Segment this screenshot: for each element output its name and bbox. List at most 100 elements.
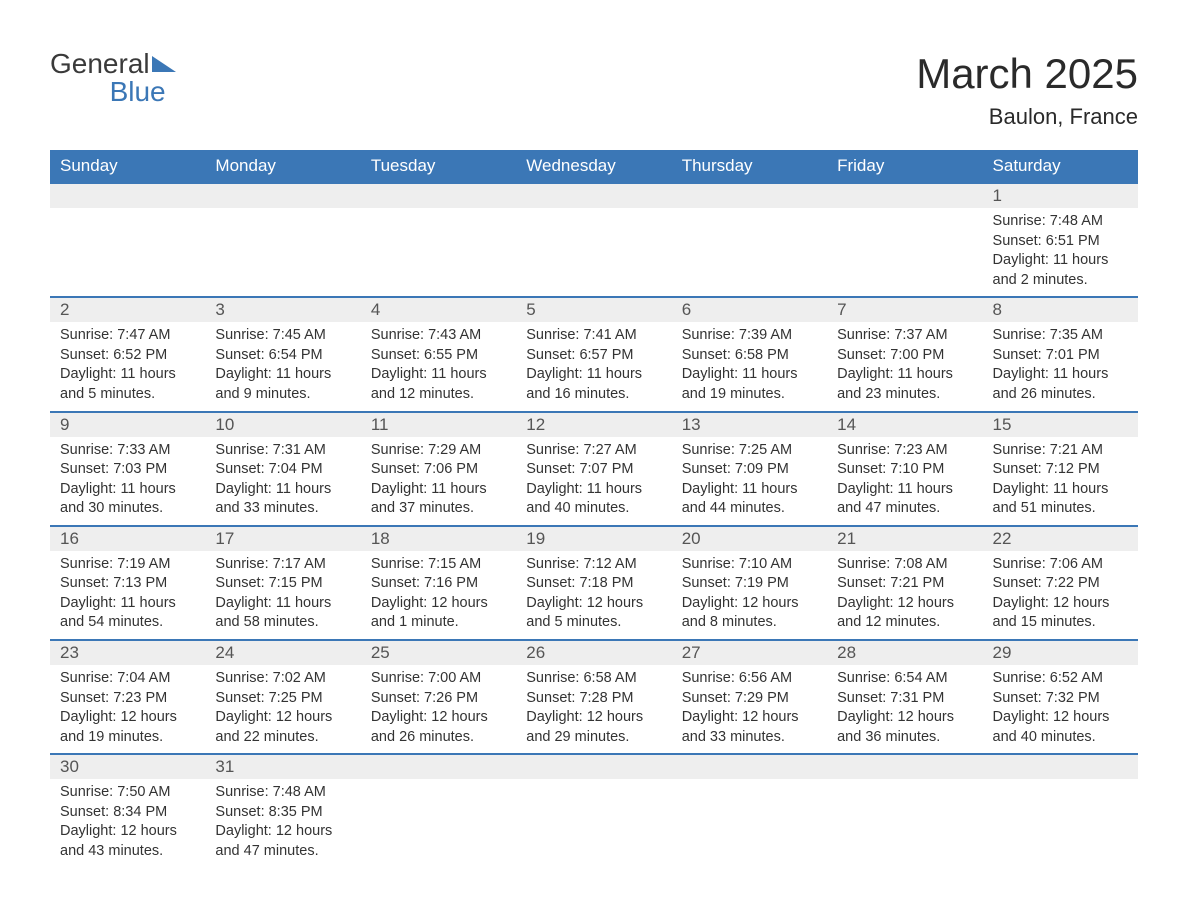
calendar-week: 23Sunrise: 7:04 AMSunset: 7:23 PMDayligh… [50,640,1138,754]
day-d1: Daylight: 12 hours [993,708,1128,728]
calendar-cell [827,183,982,297]
day-number: 13 [672,413,827,437]
calendar-cell: 13Sunrise: 7:25 AMSunset: 7:09 PMDayligh… [672,412,827,526]
day-d1: Daylight: 11 hours [837,480,972,500]
day-d1: Daylight: 11 hours [60,480,195,500]
day-d1: Daylight: 11 hours [682,480,817,500]
day-d2: and 5 minutes. [60,385,195,405]
day-data: Sunrise: 7:50 AMSunset: 8:34 PMDaylight:… [50,779,205,867]
day-ss: Sunset: 7:29 PM [682,689,817,709]
calendar-cell [361,754,516,867]
day-d2: and 26 minutes. [993,385,1128,405]
calendar-cell [205,183,360,297]
day-d1: Daylight: 11 hours [993,251,1128,271]
calendar-cell: 14Sunrise: 7:23 AMSunset: 7:10 PMDayligh… [827,412,982,526]
day-ss: Sunset: 7:10 PM [837,460,972,480]
day-data-empty [516,208,671,218]
day-d2: and 29 minutes. [526,728,661,748]
day-sr: Sunrise: 7:48 AM [215,783,350,803]
day-sr: Sunrise: 7:35 AM [993,326,1128,346]
day-d2: and 5 minutes. [526,613,661,633]
day-data: Sunrise: 7:23 AMSunset: 7:10 PMDaylight:… [827,437,982,525]
day-number-empty [983,755,1138,779]
day-ss: Sunset: 7:26 PM [371,689,506,709]
calendar-cell: 30Sunrise: 7:50 AMSunset: 8:34 PMDayligh… [50,754,205,867]
day-header: Wednesday [516,150,671,183]
day-number: 26 [516,641,671,665]
day-ss: Sunset: 7:12 PM [993,460,1128,480]
month-title: March 2025 [916,50,1138,98]
day-header: Monday [205,150,360,183]
calendar-cell: 7Sunrise: 7:37 AMSunset: 7:00 PMDaylight… [827,297,982,411]
day-sr: Sunrise: 7:41 AM [526,326,661,346]
day-d1: Daylight: 12 hours [837,594,972,614]
calendar-cell [983,754,1138,867]
calendar-week: 30Sunrise: 7:50 AMSunset: 8:34 PMDayligh… [50,754,1138,867]
day-ss: Sunset: 7:03 PM [60,460,195,480]
day-d1: Daylight: 12 hours [526,708,661,728]
day-sr: Sunrise: 6:54 AM [837,669,972,689]
day-number: 28 [827,641,982,665]
day-d1: Daylight: 12 hours [526,594,661,614]
day-number: 1 [983,184,1138,208]
day-d1: Daylight: 11 hours [371,480,506,500]
day-d1: Daylight: 12 hours [371,594,506,614]
day-ss: Sunset: 7:16 PM [371,574,506,594]
day-data: Sunrise: 7:37 AMSunset: 7:00 PMDaylight:… [827,322,982,410]
day-d2: and 12 minutes. [371,385,506,405]
day-d2: and 1 minute. [371,613,506,633]
day-number-empty [672,755,827,779]
day-sr: Sunrise: 7:21 AM [993,441,1128,461]
day-sr: Sunrise: 6:52 AM [993,669,1128,689]
day-ss: Sunset: 7:28 PM [526,689,661,709]
day-d2: and 22 minutes. [215,728,350,748]
day-d1: Daylight: 12 hours [60,822,195,842]
day-number: 21 [827,527,982,551]
day-ss: Sunset: 6:58 PM [682,346,817,366]
day-d2: and 40 minutes. [993,728,1128,748]
day-data: Sunrise: 7:21 AMSunset: 7:12 PMDaylight:… [983,437,1138,525]
calendar-week: 1Sunrise: 7:48 AMSunset: 6:51 PMDaylight… [50,183,1138,297]
calendar-cell [361,183,516,297]
day-ss: Sunset: 8:34 PM [60,803,195,823]
day-data: Sunrise: 7:48 AMSunset: 8:35 PMDaylight:… [205,779,360,867]
day-data: Sunrise: 7:48 AMSunset: 6:51 PMDaylight:… [983,208,1138,296]
day-number: 18 [361,527,516,551]
day-number-empty [205,184,360,208]
day-d1: Daylight: 11 hours [993,480,1128,500]
day-d2: and 33 minutes. [215,499,350,519]
calendar-cell: 17Sunrise: 7:17 AMSunset: 7:15 PMDayligh… [205,526,360,640]
day-d1: Daylight: 11 hours [526,480,661,500]
calendar-cell: 6Sunrise: 7:39 AMSunset: 6:58 PMDaylight… [672,297,827,411]
day-number-empty [361,184,516,208]
logo-text-top: General [50,50,150,78]
day-data: Sunrise: 7:02 AMSunset: 7:25 PMDaylight:… [205,665,360,753]
day-sr: Sunrise: 7:19 AM [60,555,195,575]
day-data-empty [827,779,982,789]
day-data: Sunrise: 7:19 AMSunset: 7:13 PMDaylight:… [50,551,205,639]
day-d1: Daylight: 12 hours [371,708,506,728]
calendar-cell [516,183,671,297]
day-number-empty [672,184,827,208]
calendar-cell: 2Sunrise: 7:47 AMSunset: 6:52 PMDaylight… [50,297,205,411]
day-number: 7 [827,298,982,322]
logo-text-bottom: Blue [50,78,176,106]
day-data-empty [827,208,982,218]
day-number: 20 [672,527,827,551]
day-data-empty [983,779,1138,789]
day-number: 22 [983,527,1138,551]
calendar-cell: 27Sunrise: 6:56 AMSunset: 7:29 PMDayligh… [672,640,827,754]
day-sr: Sunrise: 7:25 AM [682,441,817,461]
day-d2: and 47 minutes. [215,842,350,862]
day-data: Sunrise: 7:17 AMSunset: 7:15 PMDaylight:… [205,551,360,639]
day-number-empty [827,755,982,779]
day-d1: Daylight: 11 hours [837,365,972,385]
day-number: 16 [50,527,205,551]
day-number-empty [516,755,671,779]
day-data-empty [516,779,671,789]
day-sr: Sunrise: 7:39 AM [682,326,817,346]
day-sr: Sunrise: 7:31 AM [215,441,350,461]
day-number: 12 [516,413,671,437]
day-d2: and 36 minutes. [837,728,972,748]
day-ss: Sunset: 8:35 PM [215,803,350,823]
